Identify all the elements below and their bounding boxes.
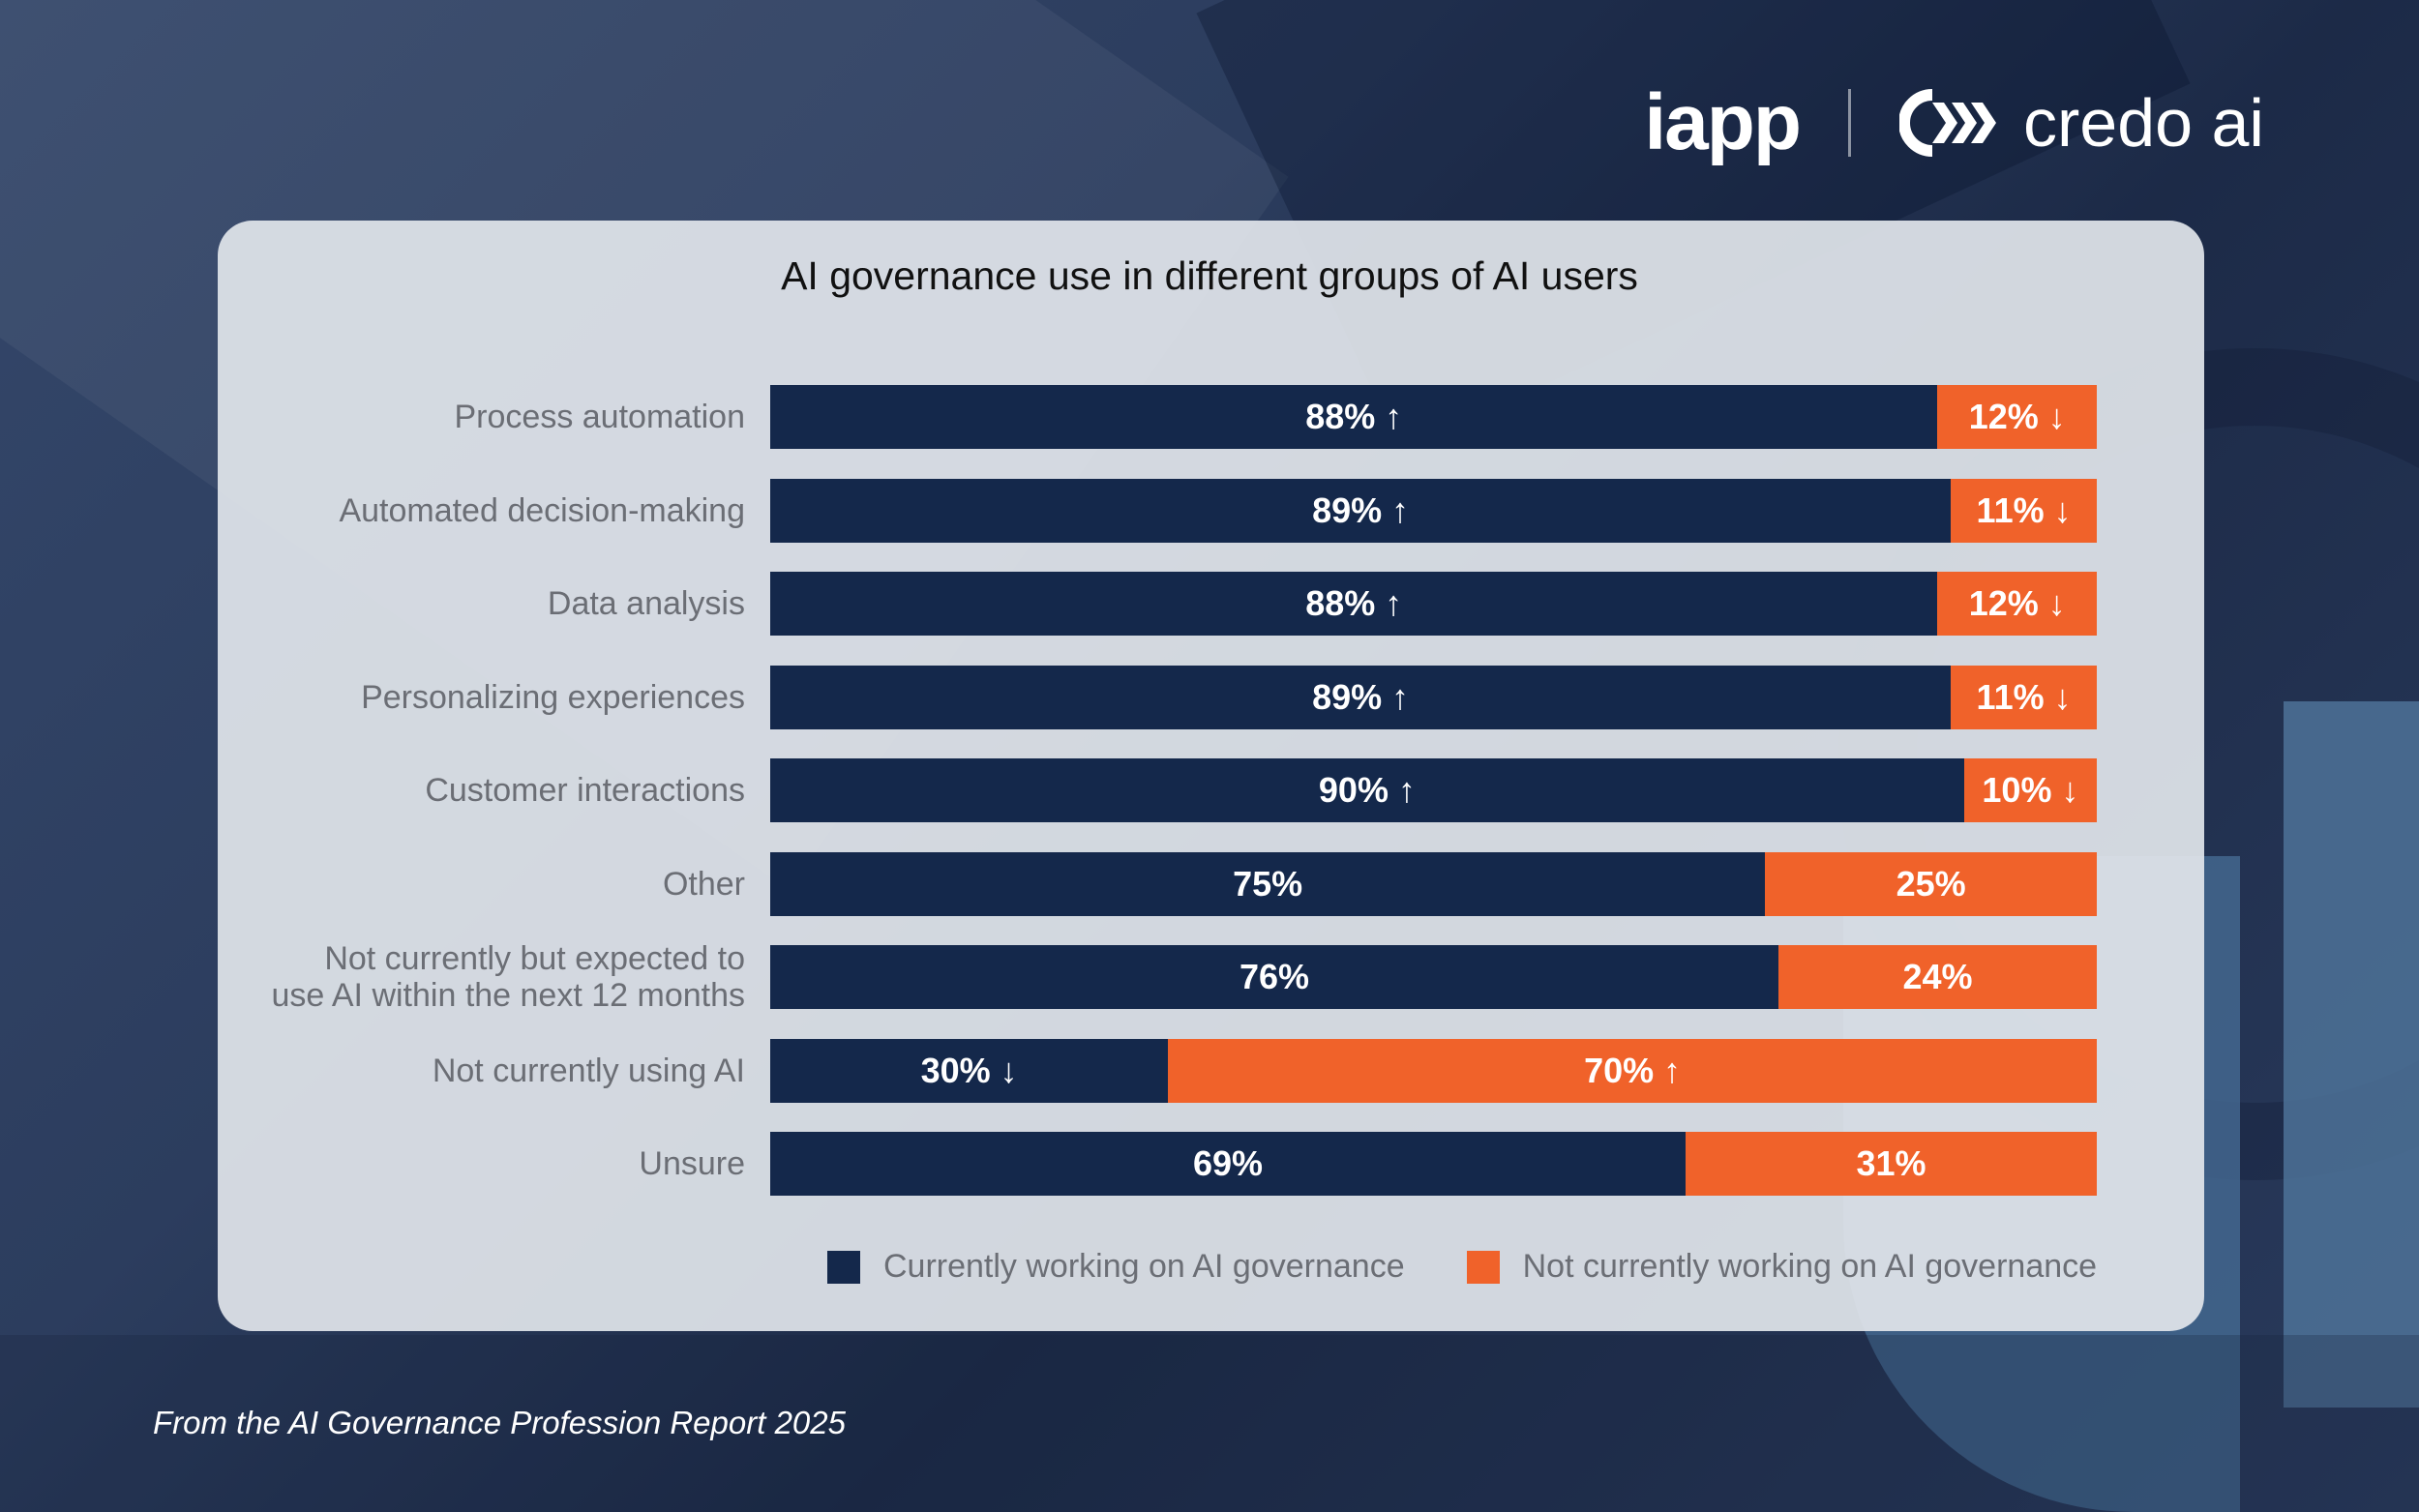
credo-ai-wordmark: credo ai [2022,85,2264,161]
data-label: 70% ↑ [1584,1050,1682,1090]
data-label: 30% ↓ [920,1050,1018,1090]
category-label: Personalizing experiences [164,679,745,716]
data-label: 24% [1902,957,1973,996]
data-label: 88% ↑ [1305,583,1403,623]
bar-segment-currently-working: 88% ↑ [770,385,1938,449]
credo-chevrons-icon [1898,89,1996,157]
category-label: Customer interactions [164,772,745,809]
source-footnote: From the AI Governance Profession Report… [153,1405,846,1440]
category-label-line: Unsure [639,1145,745,1182]
data-label: 75% [1233,863,1303,904]
data-label: 76% [1239,957,1309,996]
category-label: Unsure [164,1145,745,1182]
category-label-line: Automated decision-making [339,491,745,529]
bar-segment-currently-working: 89% ↑ [770,665,1952,729]
data-label: 69% [1192,1143,1264,1183]
iapp-logo: iapp [1644,78,1802,166]
category-label-line: Process automation [454,399,746,435]
category-label: Automated decision-making [164,492,745,529]
data-label: 12% ↓ [1968,397,2066,436]
data-label: 89% ↑ [1312,489,1410,530]
category-label-line: Not currently but expected to [324,940,745,977]
bg-pillar [2284,701,2419,1408]
bar-segment-currently-working: 30% ↓ [770,1038,1169,1103]
legend-label: Currently working on AI governance [883,1248,1405,1285]
legend-label: Not currently working on AI governance [1522,1248,2098,1285]
category-label-line: use AI within the next 12 months [271,977,745,1014]
bg-bottom-band [0,1335,2419,1512]
bar-segment-not-working: 31% [1685,1132,2097,1196]
bar-segment-currently-working: 90% ↑ [770,758,1964,822]
category-label-line: Not currently using AI [432,1052,745,1089]
category-label-line: Customer interactions [425,772,745,809]
bar-segment-currently-working: 76% [770,945,1778,1009]
legend-item-not-working: Not currently working on AI governance [1466,1248,2098,1286]
logo-divider [1847,89,1851,157]
bar-segment-currently-working: 88% ↑ [770,572,1938,636]
data-label: 88% ↑ [1305,397,1403,436]
legend-swatch-orange [1466,1250,1500,1284]
legend-item-currently-working: Currently working on AI governance [827,1248,1405,1286]
category-label: Process automation [164,399,746,435]
category-label-line: Personalizing experiences [361,678,745,716]
header-logos: iapp credo ai [1644,77,2264,168]
data-label: 11% ↓ [1976,489,2072,530]
bar-segment-currently-working: 89% ↑ [770,478,1952,543]
data-label: 10% ↓ [1982,770,2079,810]
bar-segment-currently-working: 75% [770,851,1766,916]
data-label: 31% [1856,1143,1926,1183]
data-label: 12% ↓ [1968,583,2066,623]
bar-segment-currently-working: 69% [770,1132,1686,1196]
bar-segment-not-working: 70% ↑ [1168,1038,2097,1103]
bar-segment-not-working: 24% [1777,945,2097,1009]
bar-segment-not-working: 11% ↓ [1951,478,2097,543]
bar-segment-not-working: 10% ↓ [1963,758,2097,822]
data-label: 25% [1896,863,1966,904]
bar-segment-not-working: 11% ↓ [1951,665,2097,729]
chart-legend: Currently working on AI governance Not c… [827,1248,2135,1286]
bar-segment-not-working: 25% [1765,851,2097,916]
credo-ai-logo: credo ai [1898,84,2264,162]
category-label-line: Data analysis [547,585,745,622]
data-label: 11% ↓ [1976,676,2072,717]
category-label: Data analysis [164,585,745,622]
category-label: Not currently using AI [164,1052,745,1089]
data-label: 90% ↑ [1318,770,1416,810]
legend-swatch-navy [827,1250,860,1284]
data-label: 89% ↑ [1312,676,1410,717]
chart-title: AI governance use in different groups of… [781,253,1638,298]
bar-segment-not-working: 12% ↓ [1937,572,2097,636]
bar-segment-not-working: 12% ↓ [1937,385,2097,449]
category-label: Not currently but expected to use AI with… [164,940,745,1014]
category-label-line: Other [662,865,745,903]
category-label: Other [164,866,745,903]
